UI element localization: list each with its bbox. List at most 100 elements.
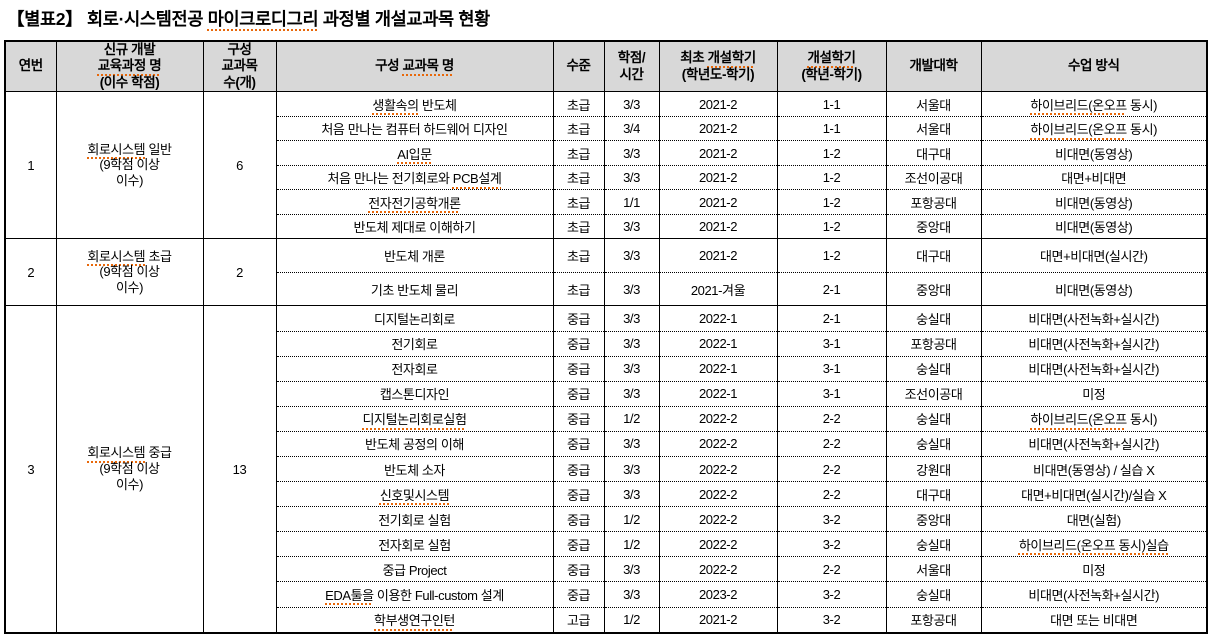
program-line: 회로시스템 일반 bbox=[87, 141, 172, 157]
cell-first-semester: 2023-2 bbox=[658, 581, 778, 608]
cell-university: 숭실대 bbox=[885, 531, 982, 557]
spellcheck-underline: 회로시스템 bbox=[87, 248, 146, 264]
cell-university: 숭실대 bbox=[885, 430, 982, 457]
cell-program-name: 회로시스템 중급 (9학점 이상 이수) bbox=[55, 305, 204, 633]
program-line: 이수) bbox=[115, 476, 144, 492]
cell-first-semester: 2022-2 bbox=[658, 531, 778, 557]
header-line: 연번 bbox=[18, 58, 43, 74]
cell-course-name: 전자전기공학개론 bbox=[275, 189, 554, 215]
cell-credit-hours: 3/4 bbox=[603, 115, 660, 141]
course-row: 캡스톤디자인 중급 3/3 2022-1 3-1 조선이공대 미정 bbox=[5, 380, 1208, 407]
cell-first-semester: 2022-2 bbox=[658, 430, 778, 457]
cell-level: 초급 bbox=[552, 238, 605, 273]
cell-university: 숭실대 bbox=[885, 355, 982, 382]
cell-credit-hours: 3/3 bbox=[603, 481, 660, 507]
cell-course-name: AI입문 bbox=[275, 140, 554, 166]
cell-open-semester: 2-2 bbox=[776, 556, 887, 582]
cell-credit-hours: 3/3 bbox=[603, 330, 660, 357]
spellcheck-underline: 회로시스템 bbox=[87, 445, 146, 461]
header-line: 구성 교과목 명 bbox=[375, 58, 454, 74]
cell-open-semester: 3-2 bbox=[776, 506, 887, 532]
cell-level: 중급 bbox=[552, 330, 605, 357]
cell-class-method: 대면+비대면(실시간)/실습 X bbox=[980, 481, 1208, 507]
cell-university: 강원대 bbox=[885, 455, 982, 482]
cell-course-count: 13 bbox=[202, 305, 277, 633]
header-line: 시간 bbox=[619, 66, 644, 82]
header-cell: 개발대학 bbox=[885, 41, 982, 93]
cell-university: 서울대 bbox=[885, 91, 982, 117]
cell-course-name: EDA툴을 이용한 Full-custom 설계 bbox=[275, 581, 554, 608]
cell-course-name: 학부생연구인턴 bbox=[275, 606, 554, 633]
header-cell: 최초 개설학기 (학년도-학기) bbox=[658, 41, 778, 93]
cell-level: 초급 bbox=[552, 213, 605, 239]
course-row: 전자회로 실험 중급 1/2 2022-2 3-2 숭실대 하이브리드(온오프 동시)실습 bbox=[5, 531, 1208, 557]
cell-class-method: 비대면(사전녹화+실시간) bbox=[980, 581, 1208, 608]
spellcheck-underline: 교과목 명 bbox=[402, 58, 454, 74]
cell-open-semester: 1-2 bbox=[776, 213, 887, 239]
cell-open-semester: 2-2 bbox=[776, 481, 887, 507]
cell-class-method: 비대면(동영상) bbox=[980, 271, 1208, 306]
cell-class-method: 하이브리드(온오프 동시) bbox=[980, 91, 1208, 117]
header-line: (이수 학점) bbox=[99, 74, 160, 90]
cell-first-semester: 2022-1 bbox=[658, 355, 778, 382]
cell-class-method: 하이브리드(온오프 동시) bbox=[980, 405, 1208, 432]
course-row: 기초 반도체 물리 초급 3/3 2021-겨울 2-1 중앙대 비대면(동영상) bbox=[5, 271, 1208, 306]
cell-credit-hours: 3/3 bbox=[603, 556, 660, 582]
spellcheck-underline: EDA툴을 bbox=[325, 587, 374, 603]
cell-credit-hours: 1/2 bbox=[603, 531, 660, 557]
cell-course-name: 디지털논리회로 bbox=[275, 305, 554, 331]
table-header: 연번 신규 개발 교육과정 명 (이수 학점) 구성 교과목 수(개) 구성 교과목 명 수준 학… bbox=[4, 41, 1208, 93]
program-line: 회로시스템 중급 bbox=[87, 445, 172, 461]
cell-first-semester: 2022-1 bbox=[658, 380, 778, 407]
cell-class-method: 미정 bbox=[980, 556, 1208, 582]
cell-level: 중급 bbox=[552, 380, 605, 407]
cell-class-method: 대면+비대면 bbox=[980, 164, 1208, 190]
spellcheck-underline: 마이크로디그리 bbox=[207, 9, 319, 29]
cell-class-method: 비대면(사전녹화+실시간) bbox=[980, 430, 1208, 457]
cell-university: 대구대 bbox=[885, 238, 982, 273]
cell-first-semester: 2021-2 bbox=[658, 213, 778, 239]
cell-level: 초급 bbox=[552, 140, 605, 166]
cell-level: 중급 bbox=[552, 481, 605, 507]
cell-course-name: 처음 만나는 컴퓨터 하드웨어 디자인 bbox=[275, 115, 554, 141]
cell-first-semester: 2022-2 bbox=[658, 455, 778, 482]
cell-class-method: 비대면(사전녹화+실시간) bbox=[980, 330, 1208, 357]
cell-class-method: 대면+비대면(실시간) bbox=[980, 238, 1208, 273]
cell-course-name: 반도체 제대로 이해하기 bbox=[275, 213, 554, 239]
cell-credit-hours: 3/3 bbox=[603, 238, 660, 273]
cell-class-method: 비대면(사전녹화+실시간) bbox=[980, 305, 1208, 331]
cell-course-name: 처음 만나는 전기회로와 PCB설계 bbox=[275, 164, 554, 190]
header-cell: 학점/시간 bbox=[603, 41, 660, 93]
cell-credit-hours: 3/3 bbox=[603, 213, 660, 239]
cell-credit-hours: 1/1 bbox=[603, 189, 660, 215]
cell-first-semester: 2022-2 bbox=[658, 506, 778, 532]
cell-course-count: 6 bbox=[202, 91, 277, 239]
spellcheck-underline: 교육과정 명 bbox=[97, 58, 162, 74]
spellcheck-underline: 하이브리드(온오프 bbox=[1030, 412, 1127, 428]
header-line: 수(개) bbox=[223, 74, 256, 90]
cell-first-semester: 2021-2 bbox=[658, 91, 778, 117]
spellcheck-underline: 생활속의 bbox=[372, 97, 419, 113]
cell-credit-hours: 1/2 bbox=[603, 506, 660, 532]
cell-open-semester: 3-2 bbox=[776, 606, 887, 633]
cell-class-method: 대면(실험) bbox=[980, 506, 1208, 532]
course-row: 처음 만나는 전기회로와 PCB설계 초급 3/3 2021-2 1-2 조선이공대 대면+… bbox=[5, 164, 1208, 190]
cell-course-name: 반도체 공정의 이해 bbox=[275, 430, 554, 457]
course-row: AI입문 초급 3/3 2021-2 1-2 대구대 비대면(동영상) bbox=[5, 140, 1208, 166]
program-line: 이수) bbox=[115, 280, 144, 296]
cell-university: 조선이공대 bbox=[885, 380, 982, 407]
cell-class-method: 하이브리드(온오프 동시) bbox=[980, 115, 1208, 141]
course-row: 전기회로 중급 3/3 2022-1 3-1 포항공대 비대면(사전녹화+실시간) bbox=[5, 330, 1208, 357]
cell-course-name: 기초 반도체 물리 bbox=[275, 271, 554, 306]
cell-open-semester: 3-1 bbox=[776, 355, 887, 382]
course-table: 연번 신규 개발 교육과정 명 (이수 학점) 구성 교과목 수(개) 구성 교과목 명 수준 학… bbox=[4, 40, 1208, 634]
cell-open-semester: 1-1 bbox=[776, 115, 887, 141]
cell-university: 숭실대 bbox=[885, 305, 982, 331]
cell-credit-hours: 3/3 bbox=[603, 140, 660, 166]
course-row: EDA툴을 이용한 Full-custom 설계 중급 3/3 2023-2 3-2 숭실… bbox=[5, 581, 1208, 608]
program-line: 이수) bbox=[115, 173, 144, 189]
course-row: 전자회로 중급 3/3 2022-1 3-1 숭실대 비대면(사전녹화+실시간) bbox=[5, 355, 1208, 382]
header-line: 교육과정 명 bbox=[59, 58, 201, 74]
cell-university: 포항공대 bbox=[885, 330, 982, 357]
cell-course-name: 전기회로 실험 bbox=[275, 506, 554, 532]
